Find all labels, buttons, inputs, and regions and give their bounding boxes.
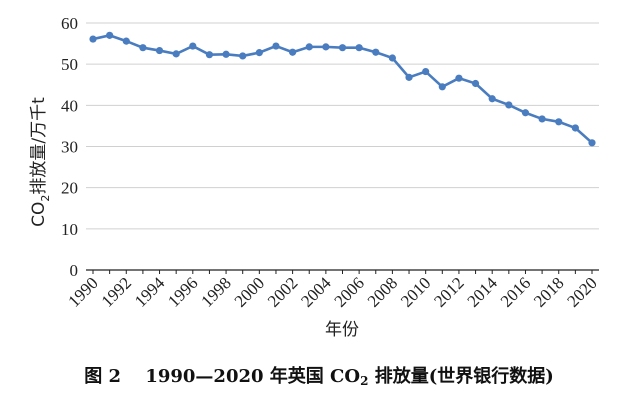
- x-tick-label: 1996: [164, 273, 201, 310]
- data-point-2008: [388, 54, 396, 62]
- line-chart: 0 10 20 30 40 50 60 19901992199419961998200020…: [29, 14, 601, 340]
- x-tick-label: 2012: [430, 273, 467, 310]
- y-tick-label: 10: [61, 220, 78, 239]
- data-point-2010: [422, 67, 430, 76]
- x-tick-label: 2020: [563, 273, 600, 310]
- y-tick-label: 20: [61, 179, 78, 198]
- x-tick-label: 2006: [330, 273, 367, 310]
- data-point-1992: [122, 37, 130, 45]
- data-point-1998: [222, 50, 230, 58]
- data-point-2007: [372, 48, 380, 56]
- x-tick-label: 2018: [530, 273, 567, 310]
- data-point-2002: [289, 48, 297, 56]
- data-point-1999: [239, 52, 247, 60]
- data-point-1993: [139, 44, 147, 52]
- data-point-2018: [555, 118, 563, 126]
- y-axis-title: CO2排放量/万千t: [29, 97, 52, 227]
- series-line: [92, 34, 593, 144]
- data-point-2005: [338, 44, 347, 52]
- data-point-1991: [106, 31, 114, 39]
- data-point-2017: [538, 115, 546, 123]
- data-point-2006: [355, 44, 363, 52]
- x-axis-title: 年份: [325, 320, 359, 340]
- y-tick-label: 0: [70, 261, 79, 280]
- data-point-2015: [505, 101, 513, 109]
- x-tick-label: 2004: [297, 273, 335, 311]
- x-tick-label: 2000: [231, 273, 268, 310]
- data-point-2003: [305, 43, 313, 51]
- y-axis-title-subscript: 2: [39, 195, 52, 202]
- x-tick-label: 1998: [197, 273, 234, 310]
- caption-subscript: 2: [360, 374, 369, 388]
- figure-caption: 图 2 1990—2020 年英国 CO2 排放量(世界银行数据): [0, 362, 638, 388]
- x-tick-label: 2002: [264, 273, 301, 310]
- data-point-1990: [89, 35, 97, 43]
- y-tick-label: 60: [61, 14, 78, 33]
- x-tick-label: 2008: [364, 273, 401, 310]
- data-point-2014: [488, 95, 496, 103]
- y-tick-label: 30: [61, 138, 78, 157]
- data-point-1994: [155, 46, 164, 55]
- data-point-2016: [521, 109, 530, 117]
- caption-prefix: 图 2 1990—2020 年英国 CO: [84, 366, 361, 387]
- data-point-1995: [172, 50, 180, 58]
- data-point-2011: [438, 83, 446, 91]
- data-point-2004: [322, 43, 330, 51]
- y-tick-label: 50: [61, 55, 78, 74]
- y-axis-tick-labels: 0 10 20 30 40 50 60: [61, 14, 78, 280]
- data-point-1997: [205, 51, 214, 59]
- data-point-2000: [255, 49, 263, 57]
- y-tick-label: 40: [61, 96, 78, 115]
- gridlines: [86, 22, 599, 230]
- x-tick-label: 1994: [131, 273, 169, 311]
- series-points: [89, 31, 596, 147]
- x-tick-label: 2010: [397, 273, 434, 310]
- data-point-2020: [588, 139, 596, 147]
- caption-suffix: 排放量(世界银行数据): [368, 366, 554, 387]
- y-axis-title-main: CO: [29, 202, 49, 227]
- y-axis-title-rest: 排放量/万千t: [29, 97, 49, 195]
- x-tick-label: 2014: [464, 273, 502, 311]
- data-point-2009: [405, 73, 413, 81]
- x-tick-label: 2016: [497, 273, 534, 310]
- x-axis-tick-labels: 1990199219941996199820002002200420062008…: [64, 273, 600, 311]
- x-axis-ticks: [92, 270, 593, 274]
- data-point-2012: [455, 74, 463, 82]
- x-tick-label: 1992: [98, 273, 135, 310]
- data-point-2013: [471, 79, 480, 88]
- data-point-2019: [571, 124, 579, 132]
- data-point-2001: [272, 42, 280, 50]
- data-point-1996: [189, 42, 197, 50]
